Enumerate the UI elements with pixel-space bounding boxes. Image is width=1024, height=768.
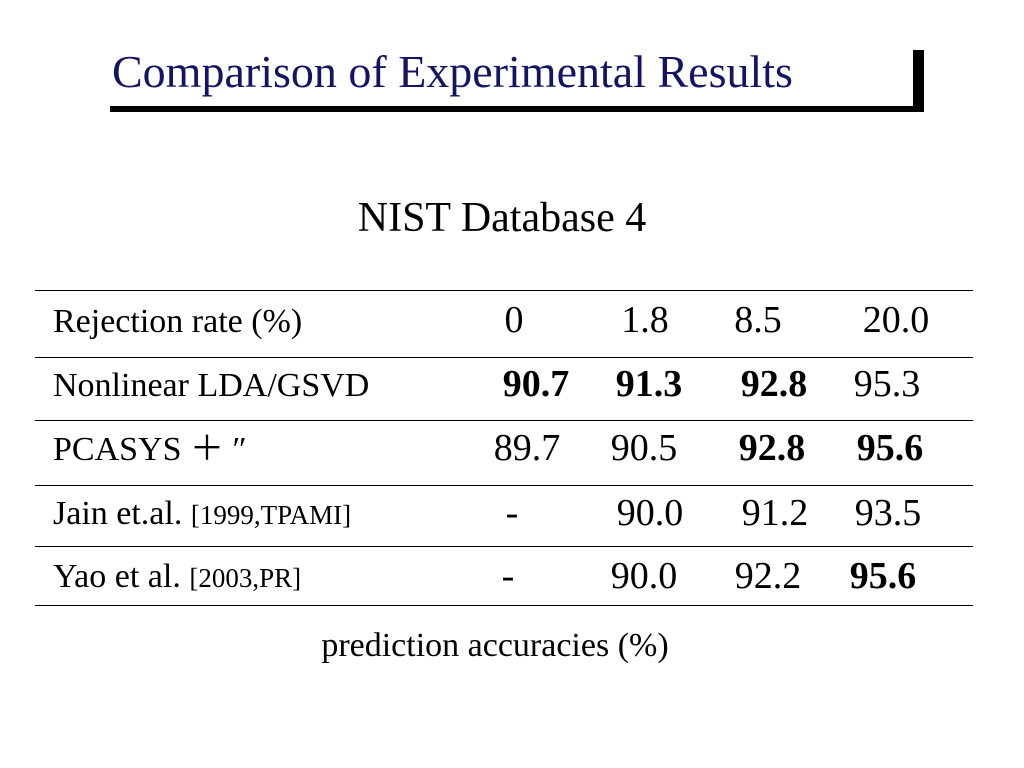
table-row-divider bbox=[35, 546, 973, 547]
accuracy-cell: 90.5 bbox=[610, 427, 678, 469]
header-value-cell: 20.0 bbox=[862, 299, 930, 341]
accuracy-cell: 92.8 bbox=[738, 427, 806, 469]
accuracy-cell: 95.6 bbox=[856, 427, 924, 469]
header-value-cell: 8.5 bbox=[734, 299, 782, 341]
accuracy-cell: 92.2 bbox=[734, 555, 802, 597]
accuracy-cell: 90.7 bbox=[502, 363, 570, 405]
citation-reference: [2003,PR] bbox=[189, 563, 302, 593]
table-bottom-rule bbox=[35, 605, 973, 606]
accuracy-cell: - bbox=[501, 555, 515, 597]
accuracy-cell: 90.0 bbox=[610, 555, 678, 597]
table-caption: prediction accuracies (%) bbox=[321, 627, 669, 664]
accuracy-cell: - bbox=[505, 492, 519, 534]
header-value-cell: 1.8 bbox=[621, 299, 669, 341]
method-name: PCASYS ＋ ″ bbox=[53, 431, 247, 468]
accuracy-cell: 91.3 bbox=[615, 363, 683, 405]
method-name: Jain et.al. [1999,TPAMI] bbox=[53, 490, 351, 539]
table-row-divider bbox=[35, 420, 973, 421]
accuracy-cell: 89.7 bbox=[493, 427, 561, 469]
method-name: Yao et al. [2003,PR] bbox=[53, 553, 301, 602]
table-subtitle: NIST Database 4 bbox=[357, 195, 647, 241]
accuracy-cell: 95.6 bbox=[849, 555, 917, 597]
citation-reference: [1999,TPAMI] bbox=[190, 500, 352, 530]
method-name-text: Yao et al. bbox=[53, 558, 181, 595]
table-top-rule bbox=[35, 290, 973, 291]
accuracy-cell: 91.2 bbox=[741, 492, 809, 534]
title-accent-bar bbox=[913, 50, 924, 112]
accuracy-cell: 95.3 bbox=[853, 363, 921, 405]
method-name: Nonlinear LDA/GSVD bbox=[53, 367, 370, 404]
table-row-divider bbox=[35, 485, 973, 486]
rejection-rate-label: Rejection rate (%) bbox=[53, 303, 303, 340]
accuracy-cell: 92.8 bbox=[740, 363, 808, 405]
table-row-divider bbox=[35, 357, 973, 358]
slide-title: Comparison of Experimental Results bbox=[112, 46, 793, 97]
header-value-cell: 0 bbox=[504, 299, 524, 341]
accuracy-cell: 90.0 bbox=[616, 492, 684, 534]
accuracy-cell: 93.5 bbox=[854, 492, 922, 534]
method-name-text: Jain et.al. bbox=[53, 495, 183, 532]
title-underline bbox=[110, 106, 924, 112]
